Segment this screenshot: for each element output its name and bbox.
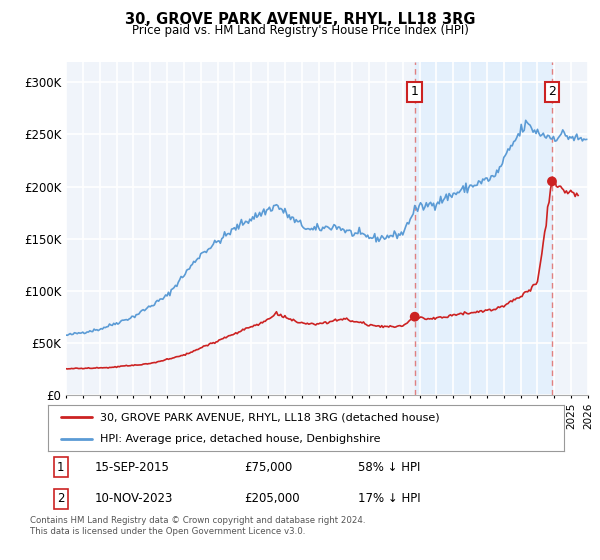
Text: 10-NOV-2023: 10-NOV-2023 [94,492,173,505]
Text: 30, GROVE PARK AVENUE, RHYL, LL18 3RG: 30, GROVE PARK AVENUE, RHYL, LL18 3RG [125,12,475,27]
Text: HPI: Average price, detached house, Denbighshire: HPI: Average price, detached house, Denb… [100,435,380,444]
Text: 2: 2 [57,492,65,505]
Text: £75,000: £75,000 [244,461,292,474]
Text: Price paid vs. HM Land Registry's House Price Index (HPI): Price paid vs. HM Land Registry's House … [131,24,469,36]
Text: 1: 1 [57,461,65,474]
Text: £205,000: £205,000 [244,492,300,505]
Point [410,312,419,321]
Point [547,177,557,186]
Text: 30, GROVE PARK AVENUE, RHYL, LL18 3RG (detached house): 30, GROVE PARK AVENUE, RHYL, LL18 3RG (d… [100,412,439,422]
Text: 15-SEP-2015: 15-SEP-2015 [94,461,169,474]
Text: Contains HM Land Registry data © Crown copyright and database right 2024.
This d: Contains HM Land Registry data © Crown c… [30,516,365,536]
Text: 2: 2 [548,85,556,98]
Text: 58% ↓ HPI: 58% ↓ HPI [358,461,420,474]
Text: 1: 1 [411,85,419,98]
Bar [415,62,552,395]
Text: 17% ↓ HPI: 17% ↓ HPI [358,492,420,505]
